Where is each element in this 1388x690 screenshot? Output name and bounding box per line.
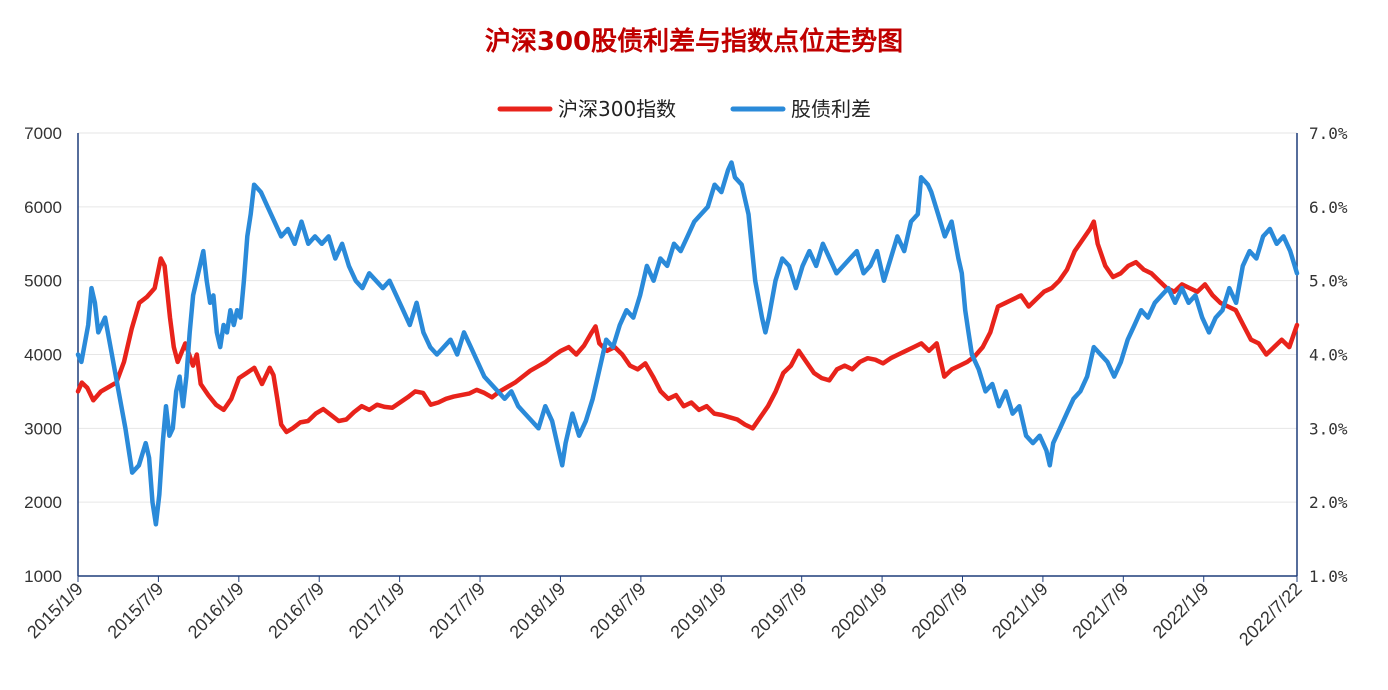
series-line-index xyxy=(75,219,1300,435)
y-right-tick-label: 3.0% xyxy=(1309,419,1348,438)
y-left-tick-label: 2000 xyxy=(24,493,62,512)
x-tick-label: 2021/7/9 xyxy=(1068,579,1132,643)
x-tick-label: 2016/7/9 xyxy=(264,579,328,643)
x-tick-label: 2020/7/9 xyxy=(908,579,972,643)
chart-title: 沪深300股债利差与指数点位走势图 xyxy=(485,26,903,57)
legend: 沪深300指数 股债利差 xyxy=(497,97,871,121)
y-right-tick-label: 4.0% xyxy=(1309,346,1348,365)
y-left-tick-label: 3000 xyxy=(24,419,62,438)
axes: 1000 2000 3000 4000 5000 6000 7000 1.0% 2.0% 3.0%… xyxy=(23,124,1348,649)
y-right-tick-label: 2.0% xyxy=(1309,493,1348,512)
x-tick-label: 2019/7/9 xyxy=(747,579,811,643)
x-tick-label: 2019/1/9 xyxy=(666,579,730,643)
x-tick-label: 2017/1/9 xyxy=(345,579,409,643)
y-left-tick-label: 1000 xyxy=(24,567,62,586)
x-tick-label: 2016/1/9 xyxy=(184,579,248,643)
series-line-spread xyxy=(75,160,1300,527)
y-left-tick-label: 5000 xyxy=(24,272,62,291)
y-right-tick-label: 5.0% xyxy=(1309,272,1348,291)
legend-label-spread: 股债利差 xyxy=(791,97,871,121)
series-layer xyxy=(75,160,1300,527)
x-tick-label: 2021/1/9 xyxy=(988,579,1052,643)
x-tick-label: 2017/7/9 xyxy=(425,579,489,643)
y-right-tick-label: 1.0% xyxy=(1309,567,1348,586)
legend-label-index: 沪深300指数 xyxy=(558,97,676,121)
x-tick-label: 2018/7/9 xyxy=(586,579,650,643)
y-left-tick-label: 7000 xyxy=(24,124,62,143)
y-left-tick-label: 4000 xyxy=(24,346,62,365)
x-tick-label: 2022/1/9 xyxy=(1149,579,1213,643)
x-tick-label: 2020/1/9 xyxy=(827,579,891,643)
y-right-tick-label: 7.0% xyxy=(1309,124,1348,143)
y-left-tick-label: 6000 xyxy=(24,198,62,217)
x-tick-label: 2015/1/9 xyxy=(23,579,87,643)
x-tick-label: 2015/7/9 xyxy=(104,579,168,643)
x-tick-label: 2018/1/9 xyxy=(506,579,570,643)
grid xyxy=(78,132,1297,503)
y-right-tick-label: 6.0% xyxy=(1309,198,1348,217)
x-tick-label: 2022/7/22 xyxy=(1235,579,1306,650)
